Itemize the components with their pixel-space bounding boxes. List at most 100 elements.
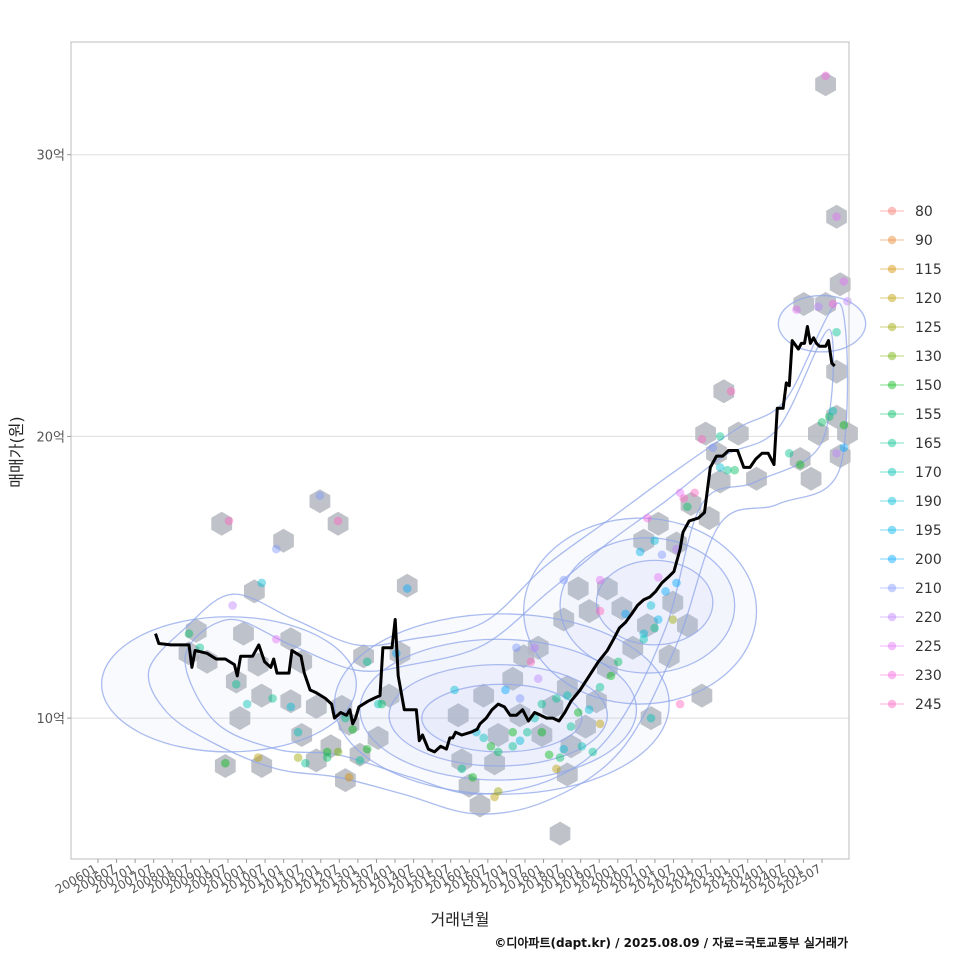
legend-label: 150 bbox=[915, 378, 942, 394]
data-point bbox=[817, 418, 827, 427]
data-point bbox=[650, 623, 659, 633]
data-point bbox=[490, 792, 499, 802]
hexbin-cell bbox=[214, 754, 236, 778]
hexbin-cell bbox=[746, 466, 767, 491]
data-point bbox=[843, 296, 852, 306]
data-point bbox=[355, 756, 365, 765]
y-tick-label: 10억 bbox=[36, 712, 65, 727]
density-contour bbox=[777, 294, 867, 353]
hexbin-cell bbox=[815, 72, 836, 97]
hexbin-cell bbox=[637, 613, 658, 638]
data-point bbox=[653, 572, 663, 582]
data-point bbox=[639, 634, 649, 644]
legend-key-point bbox=[887, 554, 897, 564]
hexbin-cell bbox=[829, 272, 851, 297]
data-point bbox=[486, 742, 496, 751]
y-tick-label: 30억 bbox=[36, 149, 65, 164]
hexbin-cell bbox=[597, 655, 618, 680]
data-point bbox=[668, 615, 678, 624]
data-point bbox=[184, 629, 194, 638]
hexbin-cell bbox=[611, 596, 633, 621]
data-point bbox=[708, 443, 718, 452]
legend-label: 245 bbox=[915, 697, 942, 713]
data-point bbox=[584, 705, 594, 714]
data-point bbox=[493, 747, 503, 757]
hexbin-cell bbox=[509, 703, 531, 728]
legend-label: 80 bbox=[915, 204, 933, 220]
legend-label: 115 bbox=[915, 262, 942, 278]
data-point bbox=[512, 643, 521, 653]
hexbin-cell bbox=[567, 576, 589, 601]
data-point bbox=[508, 727, 518, 737]
legend-label: 225 bbox=[915, 639, 942, 655]
data-point bbox=[552, 694, 561, 703]
hexbin-cell bbox=[233, 621, 254, 646]
data-point bbox=[552, 764, 561, 774]
data-point bbox=[832, 212, 841, 221]
data-point bbox=[333, 747, 343, 757]
hexbin-cell bbox=[826, 359, 847, 384]
hexbin-cell bbox=[691, 683, 713, 708]
data-point bbox=[683, 502, 692, 512]
hexbin-cell bbox=[829, 444, 851, 469]
legend-label: 170 bbox=[915, 465, 942, 481]
data-point bbox=[595, 575, 605, 585]
legend-label: 155 bbox=[915, 407, 942, 423]
hexbin-cell bbox=[349, 742, 371, 767]
legend-key-point bbox=[887, 670, 897, 680]
data-point bbox=[824, 412, 834, 421]
density-contour-outer bbox=[184, 328, 835, 795]
legend-key-point bbox=[887, 699, 897, 709]
hexbin-cell bbox=[291, 723, 313, 747]
data-point bbox=[613, 657, 623, 667]
hexbin-cell bbox=[549, 821, 571, 846]
data-point bbox=[821, 71, 830, 81]
data-point bbox=[697, 434, 707, 444]
hexbin-cell bbox=[320, 734, 342, 759]
trend-line bbox=[154, 325, 836, 754]
data-point bbox=[621, 609, 630, 619]
legend-label: 165 bbox=[915, 436, 942, 452]
data-point bbox=[639, 629, 649, 638]
data-point bbox=[606, 671, 616, 681]
hexbin-cell bbox=[305, 748, 327, 773]
data-point bbox=[362, 657, 372, 667]
data-point bbox=[650, 536, 659, 545]
data-point bbox=[271, 634, 281, 644]
hexbin-cell bbox=[185, 618, 207, 643]
x-axis: 2006012006072007012007072008012008072009… bbox=[53, 859, 824, 897]
legend-key-point bbox=[887, 235, 897, 245]
data-point bbox=[377, 699, 387, 709]
data-point bbox=[675, 699, 685, 709]
legend-key-point bbox=[887, 438, 897, 448]
hexbin-cell bbox=[727, 421, 749, 446]
y-tick-label: 20억 bbox=[36, 430, 65, 445]
data-point bbox=[792, 305, 801, 314]
data-point bbox=[268, 694, 277, 703]
hexbin-cell bbox=[280, 627, 302, 652]
data-point bbox=[635, 547, 645, 557]
hexbin-cell bbox=[280, 689, 302, 714]
data-point bbox=[730, 465, 739, 475]
legend-label: 125 bbox=[915, 320, 942, 336]
data-point bbox=[544, 750, 554, 760]
hexbin-cell bbox=[251, 683, 273, 708]
data-point bbox=[723, 465, 732, 475]
legend-key-point bbox=[887, 583, 897, 593]
legend-key-point bbox=[887, 496, 897, 506]
hexbin-cell bbox=[451, 748, 473, 773]
data-point bbox=[231, 680, 241, 689]
data-point bbox=[555, 753, 565, 762]
x-axis-title: 거래년월 bbox=[431, 910, 490, 929]
hexbin-cell bbox=[826, 204, 847, 229]
data-point bbox=[726, 387, 736, 396]
hexbin-cell bbox=[553, 607, 575, 632]
data-point bbox=[537, 727, 547, 737]
data-point bbox=[573, 708, 583, 717]
caption: ©디아파트(dapt.kr) / 2025.08.09 / 자료=국토교통부 실… bbox=[494, 935, 848, 950]
hexbin-cell bbox=[560, 734, 582, 759]
hexbin-cell bbox=[793, 292, 815, 316]
legend-key-point bbox=[887, 206, 897, 216]
data-point bbox=[242, 699, 252, 709]
